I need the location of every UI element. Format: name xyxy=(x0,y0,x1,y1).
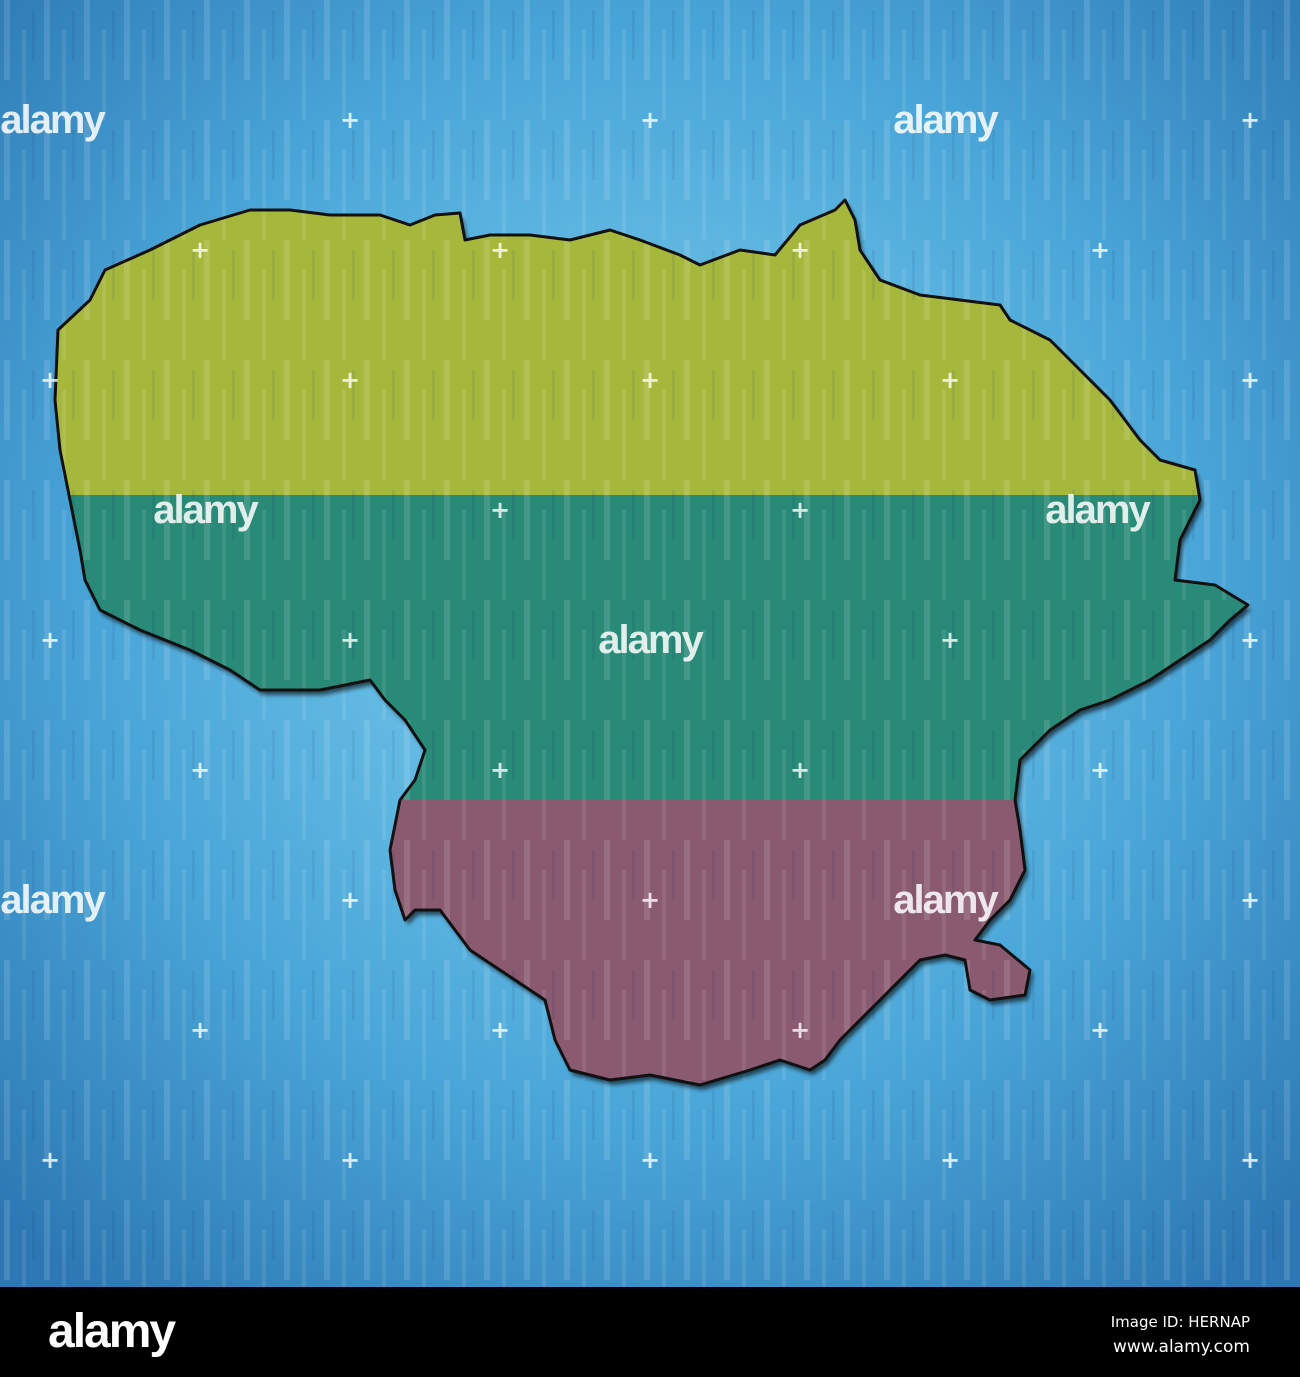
watermark-text: alamy xyxy=(0,98,105,142)
watermark-mark: + xyxy=(190,1016,211,1044)
watermark-text: alamy xyxy=(0,878,105,922)
watermark-mark: + xyxy=(640,106,661,134)
watermark-mark: + xyxy=(340,366,361,394)
watermark-mark: + xyxy=(1240,106,1261,134)
watermark-mark: + xyxy=(40,1146,61,1174)
website-link[interactable]: www.alamy.com xyxy=(1112,1337,1250,1357)
watermarks: alamy alamy alamy alamy alamy alamy alamy + + + + +… xyxy=(0,98,1261,1174)
watermark-mark: + xyxy=(640,886,661,914)
watermark-mark: + xyxy=(1090,756,1111,784)
watermark-mark: + xyxy=(1240,1146,1261,1174)
watermark-mark: + xyxy=(1240,886,1261,914)
map-illustration xyxy=(0,0,1300,1287)
watermark-mark: + xyxy=(490,1016,511,1044)
watermark-mark: + xyxy=(490,236,511,264)
watermark-mark: + xyxy=(340,886,361,914)
watermark-mark: + xyxy=(340,1146,361,1174)
watermark-mark: + xyxy=(790,756,811,784)
watermark-text: alamy xyxy=(153,488,258,532)
watermark-text: alamy xyxy=(893,98,998,142)
watermark-mark: + xyxy=(40,626,61,654)
footer-bar: alamy Image ID: HERNAP www.alamy.com xyxy=(0,1287,1300,1377)
watermark-mark: + xyxy=(490,496,511,524)
image-id: Image ID: HERNAP xyxy=(1110,1313,1250,1331)
watermark-mark: + xyxy=(190,236,211,264)
watermark-mark: + xyxy=(40,366,61,394)
watermark-mark: + xyxy=(340,626,361,654)
watermark-mark: + xyxy=(490,756,511,784)
watermark-mark: + xyxy=(940,1146,961,1174)
alamy-logo: alamy xyxy=(48,1305,176,1358)
watermark-mark: + xyxy=(1240,626,1261,654)
watermark-mark: + xyxy=(790,496,811,524)
watermark-mark: + xyxy=(1090,1016,1111,1044)
watermark-mark: + xyxy=(940,366,961,394)
watermark-mark: + xyxy=(790,236,811,264)
watermark-mark: + xyxy=(1090,236,1111,264)
country-outline xyxy=(53,198,1250,1087)
watermark-mark: + xyxy=(1240,366,1261,394)
watermark-mark: + xyxy=(640,366,661,394)
watermark-mark: + xyxy=(940,626,961,654)
watermark-mark: + xyxy=(190,756,211,784)
watermark-text: alamy xyxy=(893,878,998,922)
watermark-mark: + xyxy=(340,106,361,134)
watermark-text: alamy xyxy=(1045,488,1150,532)
watermark-text: alamy xyxy=(598,618,703,662)
watermark-mark: + xyxy=(790,1016,811,1044)
watermark-mark: + xyxy=(640,1146,661,1174)
